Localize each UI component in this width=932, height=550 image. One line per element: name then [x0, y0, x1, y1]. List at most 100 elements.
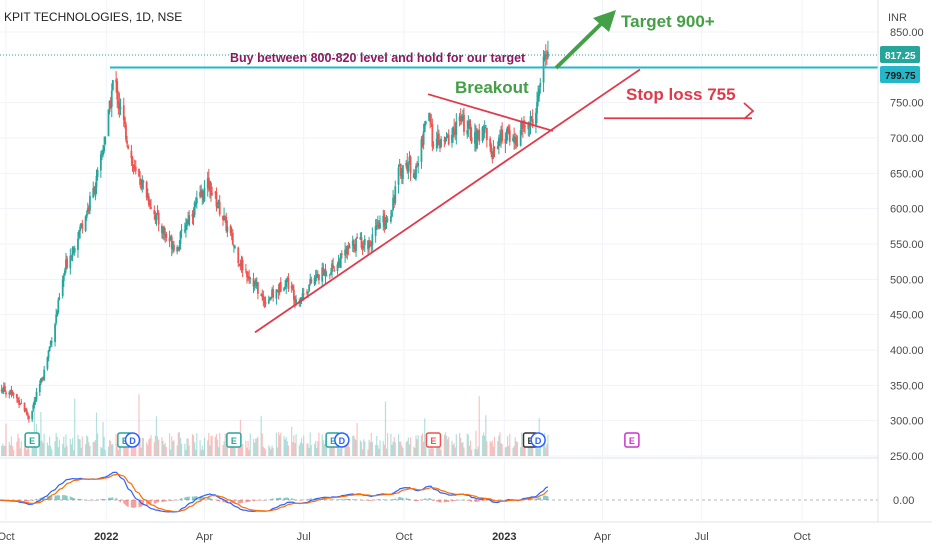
volume-bar — [92, 441, 94, 456]
volume-bar — [247, 440, 249, 456]
macd-pane — [0, 471, 549, 513]
target-arrow-line — [554, 20, 605, 70]
candle-body — [443, 140, 446, 142]
macd-hist-bar — [417, 500, 419, 502]
candle-body — [207, 177, 210, 188]
candle-body — [468, 121, 471, 125]
volume-bar — [429, 449, 431, 456]
candle-body — [232, 245, 235, 247]
macd-hist-bar — [215, 500, 218, 501]
candle-body — [451, 135, 453, 143]
volume-bar — [361, 449, 364, 456]
candle-body — [452, 126, 454, 137]
candle-body — [336, 264, 339, 272]
volume-bar — [460, 437, 462, 456]
volume-bar — [475, 430, 477, 456]
candle-body — [238, 264, 241, 266]
candle-body — [310, 279, 313, 283]
macd-hist-bar — [283, 497, 285, 500]
macd-hist-bar — [405, 497, 407, 500]
volume-bar — [210, 436, 212, 456]
volume-bar — [443, 434, 445, 456]
candle-body — [515, 137, 518, 145]
candle-body — [107, 109, 110, 137]
candle-body — [351, 240, 354, 246]
candle-body — [417, 163, 420, 166]
time-axis[interactable]: Oct 2022 Apr Jul Oct 2023 Apr Jul Oct — [0, 531, 811, 543]
volume-bar — [103, 436, 105, 456]
breakout-annotation[interactable]: Breakout — [455, 78, 529, 97]
volume-bar — [467, 434, 469, 456]
macd-hist-bar — [95, 499, 98, 501]
candle-body — [130, 150, 133, 159]
last-price-label: 817.25 — [880, 46, 920, 63]
candle-body — [247, 276, 249, 278]
candle-body — [323, 270, 326, 276]
macd-hist-bar — [201, 496, 203, 500]
candle-body — [475, 130, 477, 148]
volume-bar — [238, 444, 240, 456]
volume-bar — [385, 448, 388, 456]
volume-bar — [294, 442, 296, 456]
macd-hist-bar — [402, 497, 404, 500]
earnings-badge — [624, 432, 640, 448]
macd-hist-bar — [110, 497, 112, 500]
candle-body — [27, 415, 30, 419]
volume-bar — [292, 442, 294, 456]
candle-body — [429, 114, 432, 123]
volume-bar — [286, 441, 288, 456]
volume-bar — [390, 433, 392, 456]
volume-bar — [208, 432, 210, 456]
volume-bar — [2, 443, 4, 456]
candle-body — [110, 90, 113, 107]
macd-hist-bar — [352, 498, 354, 500]
x-tick-label: Apr — [594, 531, 611, 543]
candle-body — [118, 102, 121, 110]
macd-hist-bar — [486, 500, 488, 501]
volume-bar — [3, 445, 5, 456]
candle-body — [397, 167, 400, 185]
macd-hist-bar — [239, 500, 242, 504]
candle-body — [47, 350, 50, 359]
volume-bar — [94, 440, 97, 456]
macd-hist-bar — [64, 495, 66, 500]
macd-hist-bar — [248, 500, 250, 502]
earnings-badge-label: E — [330, 436, 336, 446]
candle-body — [125, 124, 127, 140]
macd-hist-bar — [263, 500, 266, 501]
macd-hist-bar — [532, 499, 534, 500]
candle-body — [4, 385, 6, 392]
volume-bar — [164, 442, 166, 456]
volume-bar — [10, 436, 13, 456]
target-annotation[interactable]: Target 900+ — [621, 12, 715, 31]
macd-hist-bar — [171, 500, 173, 501]
volume-bar — [154, 435, 156, 456]
macd-hist-bar — [279, 497, 281, 500]
volume-bar — [355, 439, 357, 456]
earnings-markers[interactable]: EEDEEDEEDE — [24, 432, 640, 448]
candle-body — [412, 173, 415, 178]
price-axis[interactable]: 850.00 750.00 700.00 650.00 600.00 550.00 500.… — [877, 0, 924, 522]
buy-annotation[interactable]: Buy between 800-820 level and hold for o… — [230, 51, 526, 65]
candle-body — [34, 400, 37, 402]
candle-body — [445, 137, 448, 139]
macd-hist-bar — [536, 498, 538, 500]
candle-body — [322, 267, 325, 275]
level-price-box — [880, 66, 920, 83]
volume-bar — [367, 449, 369, 456]
stop-loss-annotation[interactable]: Stop loss 755 — [626, 85, 736, 104]
macd-hist-bar — [111, 497, 113, 500]
volume-bar — [308, 447, 310, 456]
candle-body — [376, 222, 379, 224]
candle-body — [309, 279, 312, 285]
macd-hist-bar — [466, 500, 468, 501]
candle-body — [360, 237, 363, 248]
candle-body — [530, 116, 533, 118]
volume-bar — [11, 446, 14, 456]
volume-bar — [353, 435, 355, 456]
candle-body — [85, 214, 88, 219]
macd-hist-bar — [257, 500, 259, 501]
macd-hist-bar — [164, 500, 166, 502]
candle-body — [520, 122, 523, 130]
